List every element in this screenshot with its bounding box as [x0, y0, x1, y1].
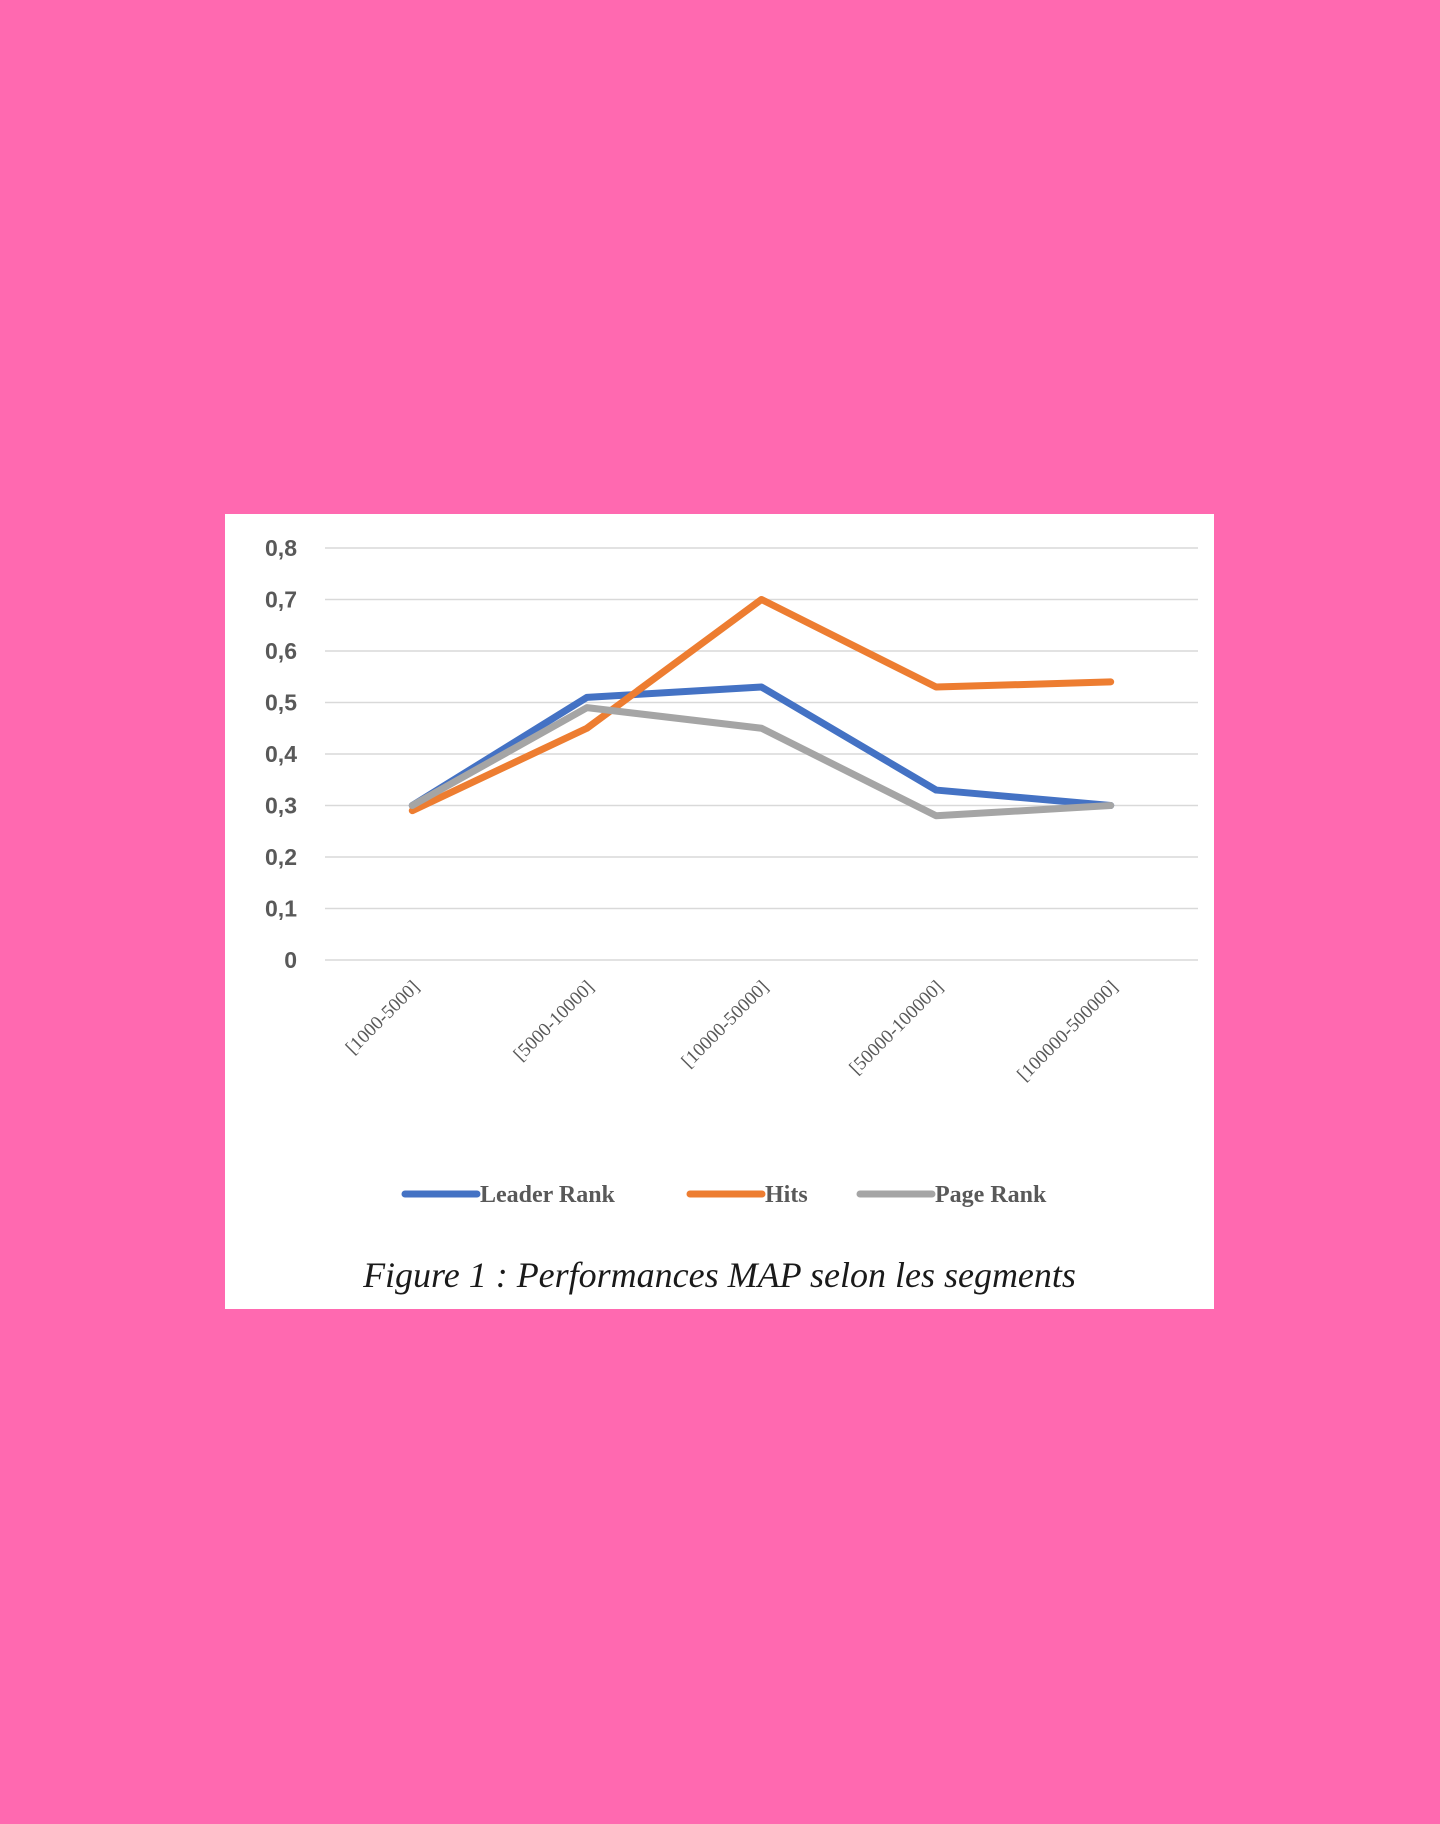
series-line-leader-rank — [408, 683, 1115, 809]
legend-label: Page Rank — [935, 1182, 1047, 1208]
x-tick-label: [5000-10000] — [510, 977, 599, 1066]
legend-label: Hits — [765, 1182, 808, 1208]
y-axis-tick-labels: 0 0,1 0,2 0,3 0,4 0,5 0,6 0,7 0,8 — [265, 535, 297, 973]
legend: Leader Rank Hits Page Rank — [401, 1182, 1047, 1208]
y-tick-label: 0,8 — [265, 535, 297, 561]
x-tick-label: [10000-50000] — [678, 977, 773, 1072]
y-tick-label: 0,5 — [265, 690, 297, 716]
series-lines — [408, 596, 1115, 820]
y-tick-label: 0,1 — [265, 896, 297, 922]
line-chart: 0 0,1 0,2 0,3 0,4 0,5 0,6 0,7 0,8 [1000-5000] [50… — [265, 535, 1198, 1208]
figure-panel: 0 0,1 0,2 0,3 0,4 0,5 0,6 0,7 0,8 [1000-5000] [50… — [225, 514, 1214, 1309]
y-tick-label: 0,2 — [265, 844, 297, 870]
x-axis-tick-labels: [1000-5000] [5000-10000] [10000-50000] [500… — [342, 977, 1122, 1086]
series-line-page-rank — [408, 704, 1115, 820]
gridlines — [325, 547, 1198, 961]
legend-label: Leader Rank — [480, 1182, 616, 1208]
y-tick-label: 0,4 — [265, 741, 297, 767]
y-tick-label: 0,3 — [265, 793, 297, 819]
y-tick-label: 0,6 — [265, 638, 297, 664]
figure-caption: Figure 1 : Performances MAP selon les se… — [363, 1255, 1076, 1295]
x-tick-label: [1000-5000] — [342, 977, 424, 1059]
y-tick-label: 0 — [284, 947, 297, 973]
x-tick-label: [50000-100000] — [845, 977, 947, 1079]
series-line-hits — [408, 596, 1115, 815]
x-tick-label: [100000-500000] — [1013, 977, 1122, 1086]
y-tick-label: 0,7 — [265, 587, 297, 613]
